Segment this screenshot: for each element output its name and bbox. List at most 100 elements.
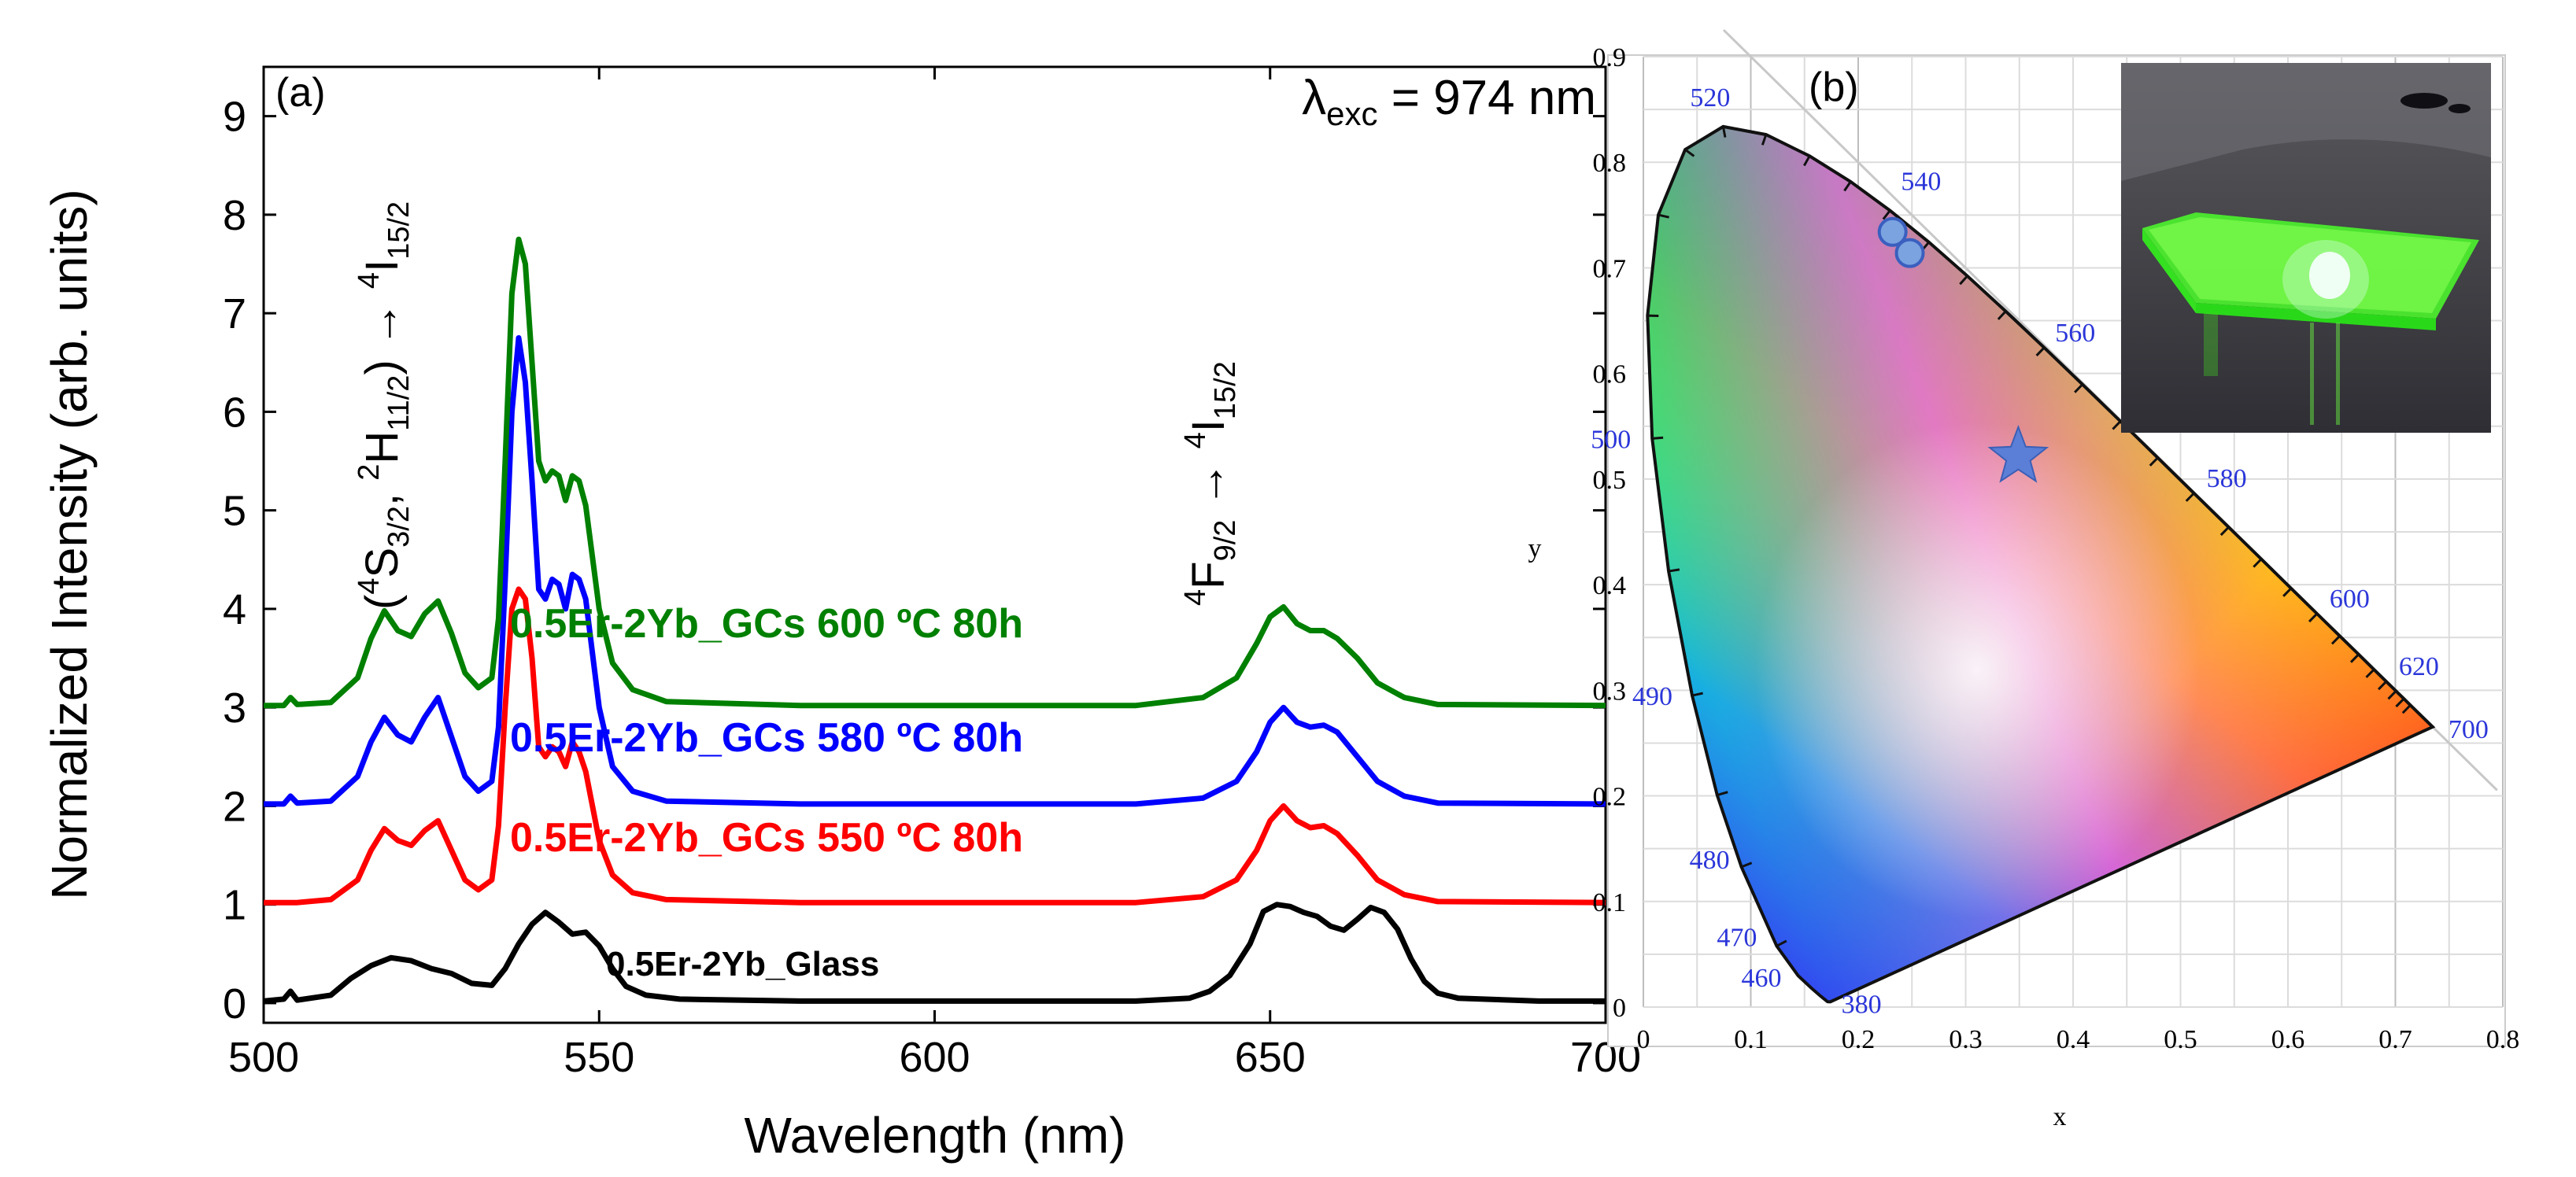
y-tick-label-a: 7 [223,290,246,338]
wavelength-labels: 380 460 470 480 490 500 520 540 560 580 600 620 700 [1591,83,2489,1019]
y-tick-label-a: 1 [223,882,246,929]
y-axis-label-b: y [1528,534,1542,563]
panel-a-label: (a) [275,70,326,116]
y-tick-label-a: 9 [223,94,246,141]
y-tick-label-b: 0.5 [1593,466,1627,495]
y-tick-label-b: 0.8 [1593,149,1627,178]
locus-tick [1997,310,2007,320]
legend-glass: 0.5Er-2Yb_Glass [606,945,879,983]
y-tick-label-a: 0 [223,980,246,1028]
locus-tick [2282,587,2293,597]
x-axis-ticks-b: 0 0.1 0.2 0.3 0.4 0.5 0.6 0.7 0.8 [1637,1025,2520,1054]
locus-tick [2378,681,2387,691]
wavelength-label-700: 700 [2448,715,2489,744]
y-tick-label-a: 4 [223,586,246,633]
locus-tick [2185,492,2195,502]
y-tick-label-b: 0.9 [1593,43,1627,72]
x-tick-label-b: 0 [1637,1025,1650,1054]
locus-tick [1843,181,1852,192]
spectra-lines [263,236,1606,1004]
x-tick-label-b: 0.6 [2271,1025,2305,1054]
legend-600: 0.5Er-2Yb_GCs 600 ºC 80h [510,601,1023,647]
locus-tick [2074,383,2083,393]
wavelength-label-500: 500 [1591,425,1631,454]
wavelength-label-380: 380 [1842,990,1882,1019]
locus-tick [2308,612,2318,623]
locus-tick [1658,213,1669,219]
locus-tick [2349,653,2360,663]
y-tick-label-a: 5 [223,488,246,535]
x-tick-label-b: 0.3 [1949,1025,1983,1054]
wavelength-label-600: 600 [2330,585,2370,614]
x-tick-label-b: 0.7 [2378,1025,2412,1054]
sample-point-2 [1894,238,1925,268]
locus-tick [1691,692,1703,697]
spectrum-line-1 [264,586,1606,906]
green-band-annotation: (4S3/2, 2H11/2) → 4I15/2 [353,201,416,610]
locus-outline [1646,124,2436,1004]
star-point [1987,424,2049,483]
x-tick-label-a: 600 [899,1034,970,1081]
spectrum-line-0 [263,902,1606,1004]
locus-tick [1717,791,1728,797]
panel-a-spectra: 500 550 600 650 7 0 0 0 1 2 3 4 5 6 7 8 9 (a) λexc = 97… [41,65,1641,1164]
chromaticity-points [1877,216,2049,483]
wavelength-label-620: 620 [2399,652,2439,681]
x-tick-label-b: 0.8 [2486,1025,2520,1054]
y-axis-ticks-b: 0 0.1 0.2 0.3 0.4 0.5 0.6 0.7 0.8 0.9 [1593,43,1627,1023]
locus-tick [1803,155,1811,167]
y-tick-label-b: 0.4 [1593,571,1627,600]
red-band-annotation: 4F9/2 → 4I15/2 [1179,361,1242,606]
legend-550: 0.5Er-2Yb_GCs 550 ºC 80h [510,815,1023,861]
y-tick-label-a: 6 [223,389,246,436]
x-tick-label-a: 500 [228,1034,299,1081]
x-tick-label-b: 0.4 [2057,1025,2090,1054]
locus-tick [2387,690,2397,700]
wavelength-label-470: 470 [1717,923,1757,952]
x-tick-label-a: 550 [564,1034,634,1081]
locus-tick [2035,346,2046,356]
y-tick-label-a: 2 [223,783,246,830]
locus-tick [2401,704,2412,714]
y-tick-label-a: 8 [223,192,246,239]
locus-tick [1776,939,1787,947]
x-tick-label-b: 0.2 [1842,1025,1876,1054]
wavelength-label-580: 580 [2207,464,2247,493]
locus-tick [1741,862,1753,869]
legend-580: 0.5Er-2Yb_GCs 580 ºC 80h [510,715,1023,761]
locus-tick [1721,126,1727,138]
wavelength-label-540: 540 [1901,168,1941,197]
y-tick-label-b: 0.3 [1593,677,1627,706]
locus-tick [2219,526,2230,537]
y-axis-label-a: Normalized Intensity (arb. units) [41,189,98,899]
locus-tick [2112,420,2122,430]
x-axis-label-a: Wavelength (nm) [745,1107,1126,1164]
wavelength-label-490: 490 [1632,682,1672,711]
sample-photo [2121,63,2491,433]
wavelength-label-460: 460 [1742,964,1782,993]
y-tick-label-a: 3 [223,684,246,732]
x-axis-label-b: x [2053,1102,2067,1131]
locus-tick [1652,436,1664,440]
spectrum-line-3 [264,236,1606,709]
y-tick-label-b: 0.2 [1593,783,1627,812]
panel-b-cie: 0 0.1 0.2 0.3 0.4 0.5 0.6 0.7 0.8 0 0.1 0.2 0.3 0.4 0… [1528,28,2520,1131]
locus-tick [2253,558,2263,568]
excitation-label: λexc = 974 nm [1302,71,1596,132]
locus-tick [1882,209,1891,220]
locus-tick [2395,698,2405,708]
wavelength-label-520: 520 [1690,83,1730,113]
locus-tick [1668,568,1680,573]
y-tick-label-b: 0.6 [1593,360,1627,389]
x-tick-label-b: 0.1 [1734,1025,1768,1054]
locus-tick [2365,668,2375,678]
sample-point-1 [1877,216,1908,247]
y-tick-label-b: 0 [1613,994,1626,1023]
x-tick-label-b: 0.5 [2164,1025,2197,1054]
spectrum-line-2 [264,335,1606,807]
wavelength-label-560: 560 [2055,319,2095,348]
panel-b-label: (b) [1809,65,1859,110]
y-tick-label-b: 0.7 [1593,254,1627,283]
x-axis-ticks-a: 500 550 600 650 700 [228,67,1641,1081]
